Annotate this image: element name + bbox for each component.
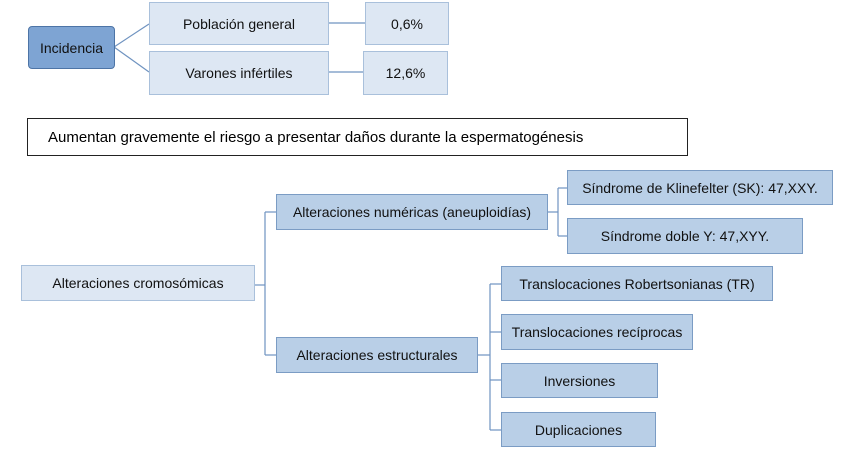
poblacion-general-value-node: 0,6% xyxy=(365,2,449,45)
translocaciones-reciprocas-node: Translocaciones recíprocas xyxy=(501,314,693,350)
varones-infertiles-label: Varones infértiles xyxy=(185,65,293,81)
varones-infertiles-node: Varones infértiles xyxy=(149,51,329,95)
inversiones-node: Inversiones xyxy=(501,363,658,398)
doble-y-label: Síndrome doble Y: 47,XYY. xyxy=(600,228,770,244)
varones-infertiles-value: 12,6% xyxy=(385,65,426,81)
poblacion-general-value: 0,6% xyxy=(391,15,423,32)
translocaciones-reciprocas-label: Translocaciones recíprocas xyxy=(511,324,683,340)
poblacion-general-node: Población general xyxy=(149,2,329,45)
poblacion-general-label: Población general xyxy=(182,15,296,32)
incidencia-node: Incidencia xyxy=(28,26,115,69)
klinefelter-label: Síndrome de Klinefelter (SK): 47,XXY. xyxy=(582,179,818,196)
alteraciones-numericas-node: Alteraciones numéricas (aneuploidías) xyxy=(276,194,548,230)
translocaciones-robertsonianas-label: Translocaciones Robertsonianas (TR) xyxy=(519,275,755,292)
alteraciones-cromosomicas-node: Alteraciones cromosómicas xyxy=(21,265,255,301)
connector-incidencia-varones xyxy=(113,46,150,73)
alteraciones-numericas-label: Alteraciones numéricas (aneuploidías) xyxy=(292,204,532,220)
inversiones-label: Inversiones xyxy=(543,372,616,389)
alteraciones-estructurales-node: Alteraciones estructurales xyxy=(276,337,478,373)
risk-note: Aumentan gravemente el riesgo a presenta… xyxy=(27,118,688,156)
duplicaciones-node: Duplicaciones xyxy=(501,412,656,447)
connector-incidencia-poblacion xyxy=(113,23,150,48)
duplicaciones-label: Duplicaciones xyxy=(534,421,623,438)
incidencia-label: Incidencia xyxy=(39,39,104,56)
translocaciones-robertsonianas-node: Translocaciones Robertsonianas (TR) xyxy=(501,266,773,301)
klinefelter-node: Síndrome de Klinefelter (SK): 47,XXY. xyxy=(567,170,833,205)
risk-note-text: Aumentan gravemente el riesgo a presenta… xyxy=(48,128,584,146)
alteraciones-estructurales-label: Alteraciones estructurales xyxy=(296,347,458,363)
doble-y-node: Síndrome doble Y: 47,XYY. xyxy=(567,218,803,254)
alteraciones-cromosomicas-label: Alteraciones cromosómicas xyxy=(52,275,224,291)
varones-infertiles-value-node: 12,6% xyxy=(363,51,448,95)
